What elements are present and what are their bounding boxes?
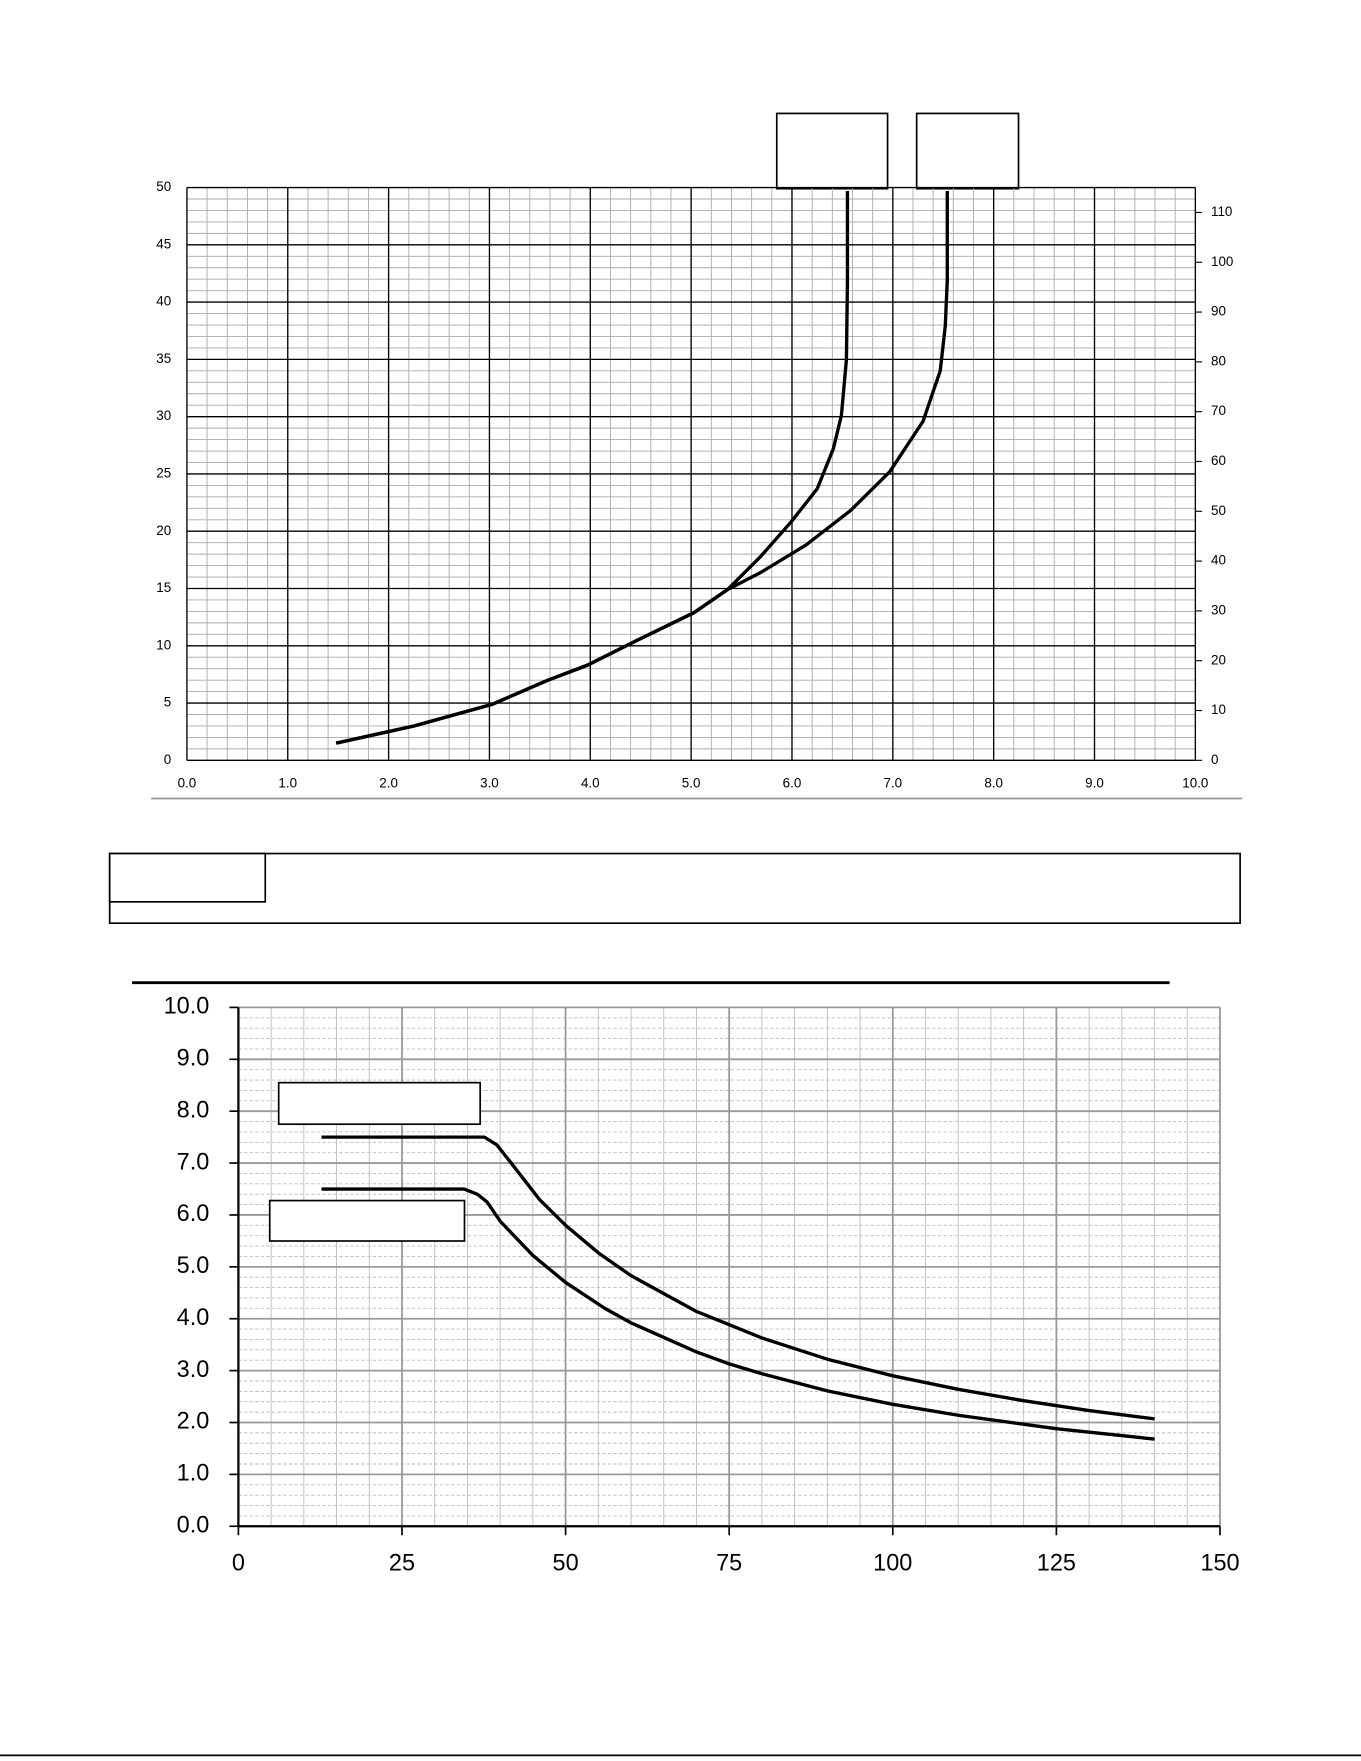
label-box [915,112,1020,190]
y2-tick-label: 30 [1211,602,1226,617]
chart: 0 25 50 75 100 125 150 0.0 1.0 2.0 3.0 4.0 5.0 6.0 7.0… [164,993,1240,1576]
x-tick-label: 2.0 [379,775,398,790]
y-tick-label: 25 [156,465,171,480]
label-box [277,1081,481,1126]
y-tick-label: 35 [156,351,171,366]
x-tick-label: 5.0 [682,775,701,790]
y-tick-label: 50 [156,179,171,194]
x-tick-label: 100 [873,1550,912,1576]
chart: 0.0 1.0 2.0 3.0 4.0 5.0 6.0 7.0 8.0 9.0 10.0051015… [156,179,1233,790]
y2-tick-label: 50 [1211,503,1226,518]
y-tick-label: 1.0 [177,1460,210,1486]
y2-tick-label: 70 [1211,403,1226,418]
y-tick-label: 8.0 [177,1096,210,1122]
y-tick-label: 45 [156,236,171,251]
series-line [335,190,949,745]
x-tick-label: 75 [716,1550,742,1576]
label-box [268,1199,466,1242]
x-tick-label: 25 [389,1550,415,1576]
y2-tick-label: 10 [1211,702,1226,717]
series-line [321,1187,1155,1441]
y-tick-label: 7.0 [177,1148,210,1174]
x-tick-label: 4.0 [581,775,600,790]
x-tick-label: 8.0 [984,775,1003,790]
label-box [775,112,889,190]
series-line [321,1135,1155,1421]
charts: 0.0 1.0 2.0 3.0 4.0 5.0 6.0 7.0 8.0 9.0 10.0051015… [156,179,1239,1576]
y-tick-label: 6.0 [177,1200,210,1226]
y-tick-label: 15 [156,580,171,595]
y-tick-label: 40 [156,294,171,309]
y-tick-label: 10.0 [164,993,210,1019]
y-tick-label: 9.0 [177,1044,210,1070]
y-tick-label: 5.0 [177,1252,210,1278]
y2-tick-label: 80 [1211,353,1226,368]
x-tick-label: 0 [232,1550,245,1576]
y2-tick-label: 90 [1211,304,1226,319]
x-tick-label: 0.0 [178,775,197,790]
x-tick-label: 9.0 [1085,775,1104,790]
x-tick-label: 1.0 [278,775,297,790]
x-tick-label: 150 [1200,1550,1239,1576]
y-tick-label: 0.0 [177,1511,210,1537]
y2-tick-label: 60 [1211,453,1226,468]
y2-tick-label: 0 [1211,752,1218,767]
y-tick-label: 3.0 [177,1356,210,1382]
y2-tick-label: 20 [1211,652,1226,667]
y2-tick-label: 40 [1211,553,1226,568]
y-tick-label: 30 [156,408,171,423]
y-tick-label: 10 [156,637,171,652]
y-tick-label: 0 [164,752,171,767]
x-tick-label: 7.0 [883,775,902,790]
x-tick-label: 10.0 [1182,775,1208,790]
x-tick-label: 3.0 [480,775,499,790]
y-tick-label: 4.0 [177,1304,210,1330]
caption-box [108,852,1241,925]
y-tick-label: 5 [164,695,171,710]
y-tick-label: 2.0 [177,1408,210,1434]
x-tick-label: 6.0 [783,775,802,790]
series-line [335,190,850,745]
caption-label-box [108,852,267,903]
y2-tick-label: 100 [1211,254,1233,269]
y-tick-label: 20 [156,523,171,538]
x-tick-label: 50 [553,1550,579,1576]
y2-tick-label: 110 [1211,204,1232,219]
x-tick-label: 125 [1037,1550,1076,1576]
